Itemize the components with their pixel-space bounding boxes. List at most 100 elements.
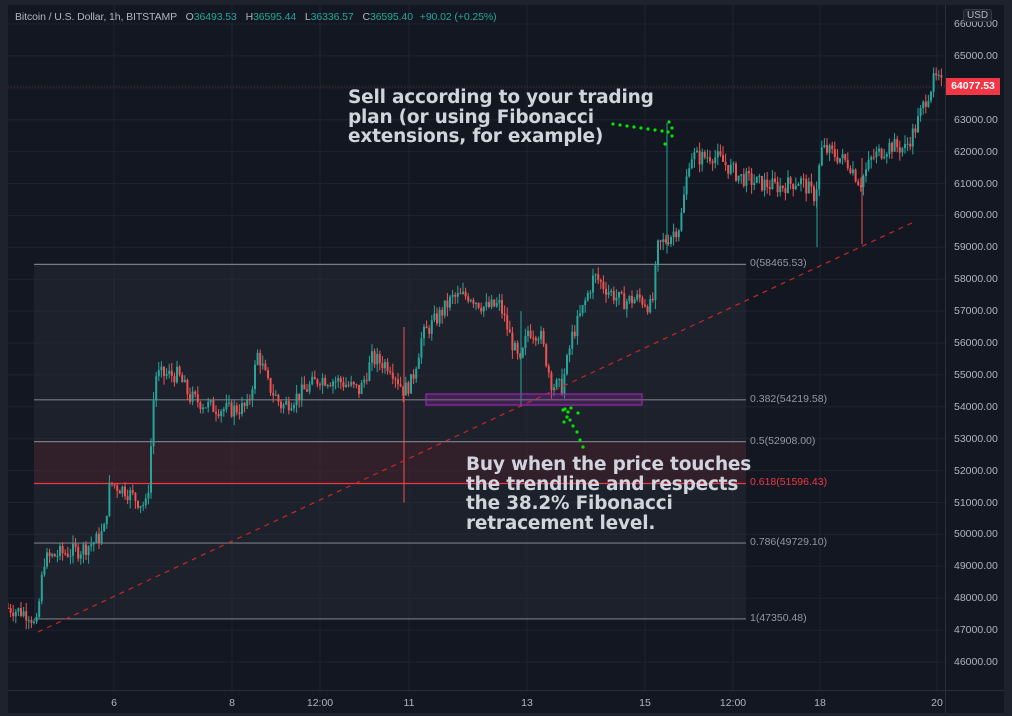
candle-body (165, 373, 168, 376)
candle-body (186, 379, 189, 395)
candle-body (350, 381, 353, 386)
sell-annotation[interactable]: Sell according to your trading plan (or … (348, 87, 654, 147)
candle-body (168, 370, 171, 374)
candle-body (607, 292, 610, 295)
candle-body (742, 174, 745, 186)
candle-body (48, 552, 51, 556)
price-tick: 48000.00 (954, 592, 998, 605)
candle-body (664, 239, 667, 243)
candle-body (898, 147, 901, 153)
candle-body (103, 524, 106, 532)
candle-body (573, 331, 576, 337)
candle-body (781, 185, 784, 189)
buy-arrow-dots (571, 424, 575, 428)
candle-body (685, 176, 688, 195)
price-tick: 47000.00 (954, 624, 998, 637)
candlestick-chart[interactable] (8, 5, 945, 690)
candle-body (641, 297, 644, 305)
candle-body (365, 379, 368, 381)
candle-body (337, 378, 340, 382)
candle-body (872, 157, 875, 159)
candle-body (196, 394, 199, 403)
candle-body (267, 370, 269, 379)
buy-arrow-dots (566, 410, 570, 414)
candle-body (859, 185, 862, 187)
time-tick: 12:00 (719, 697, 747, 709)
candle-body (628, 295, 631, 302)
candle-body (839, 158, 841, 163)
candle-body (113, 484, 116, 486)
candle-body (493, 299, 496, 307)
candle-body (802, 178, 805, 180)
candle-body (794, 185, 797, 190)
candle-body (571, 331, 574, 349)
candle-body (449, 296, 451, 308)
candle-body (202, 407, 204, 410)
candle-body (836, 156, 839, 163)
chart-pane[interactable]: Bitcoin / U.S. Dollar, 1h, BITSTAMP O364… (8, 5, 945, 690)
candle-body (597, 274, 600, 281)
candle-body (646, 306, 649, 313)
candle-body (30, 620, 33, 624)
sell-arrow-dots (670, 126, 674, 130)
buy-arrow-dots (576, 411, 580, 415)
candle-body (235, 405, 238, 413)
candle-body (345, 384, 347, 387)
candle-body (472, 300, 475, 304)
candle-body (919, 108, 922, 117)
candle-body (277, 395, 280, 402)
buy-annotation[interactable]: Buy when the price touches the trendline… (466, 454, 752, 534)
candle-body (896, 139, 899, 148)
price-tick: 61000.00 (954, 177, 998, 190)
sell-arrow-dots (667, 120, 671, 124)
candle-body (129, 490, 132, 501)
candle-body (293, 405, 295, 409)
candle-body (329, 385, 332, 387)
candle-body (433, 313, 436, 321)
axis-corner (945, 690, 1004, 713)
sell-arrow-dots (646, 127, 650, 131)
candle-body (441, 309, 444, 316)
candle-body (355, 384, 358, 386)
buy-arrow-dots (562, 420, 566, 424)
candle-body (69, 555, 72, 557)
candle-body (243, 403, 246, 406)
candle-body (256, 352, 259, 365)
candle-body (727, 165, 730, 174)
time-tick: 6 (111, 697, 117, 709)
candle-body (332, 381, 334, 387)
candle-body (469, 300, 472, 302)
candle-body (735, 163, 737, 181)
time-axis[interactable]: 6 8 12:00 11 13 15 12:00 18 20 (8, 690, 945, 713)
time-tick: 12:00 (306, 697, 334, 709)
candle-body (891, 142, 893, 152)
currency-button[interactable]: USD (963, 9, 993, 22)
candle-body (586, 292, 589, 301)
candle-body (667, 242, 670, 244)
candle-body (43, 566, 46, 575)
candle-body (308, 384, 311, 392)
sell-arrow-dots (670, 134, 674, 138)
candle-body (740, 174, 743, 176)
candle-body (893, 139, 896, 152)
candle-body (867, 159, 870, 170)
candle-body (217, 413, 220, 416)
candle-body (215, 411, 217, 414)
candle-body (79, 554, 82, 559)
candle-body (527, 330, 529, 336)
candle-body (763, 179, 766, 191)
candle-body (92, 542, 95, 545)
candle-body (800, 178, 802, 185)
candle-body (831, 145, 834, 150)
fib-label-0: 0(58465.53) (750, 257, 807, 270)
candle-body (386, 362, 389, 372)
candle-body (285, 401, 288, 405)
candle-body (714, 157, 717, 164)
price-axis[interactable]: 66000.00 65000.00 63000.00 62000.00 61000.00… (945, 5, 1004, 690)
candle-body (844, 154, 847, 160)
candle-body (662, 239, 665, 242)
candle-body (480, 307, 483, 312)
candle-body (906, 143, 909, 145)
candle-body (524, 335, 527, 349)
candle-body (423, 326, 425, 339)
